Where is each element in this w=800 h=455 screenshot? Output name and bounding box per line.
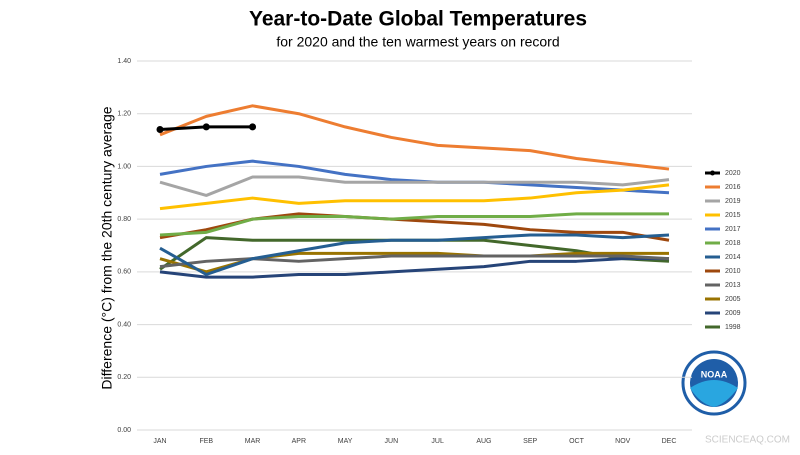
x-tick-label: DEC [662,438,677,445]
series-line [159,254,670,269]
x-tick-label: JAN [153,438,166,445]
y-axis-label: Difference (°C) from the 20th century av… [99,106,115,389]
legend-label: 2010 [725,268,741,275]
legend-label: 2016 [725,184,741,191]
x-tick-label: APR [292,438,306,445]
legend-label: 2020 [725,170,741,177]
x-tick-label: MAR [245,438,261,445]
series-line [159,175,670,197]
y-tick-label: 0.00 [117,427,131,434]
x-tick-label: SEP [523,438,537,445]
noaa-logo: NOAA [681,350,747,416]
logo-wave [690,380,738,407]
x-tick-label: FEB [199,438,213,445]
chart-title: Year-to-Date Global Temperatures [249,8,587,31]
legend-label: 2009 [725,310,741,317]
y-tick-label: 0.80 [117,216,131,223]
series-line [159,257,669,279]
legend-label: 2018 [725,240,741,247]
legend-label: 2014 [725,254,741,261]
series-marker [202,123,210,131]
y-tick-label: 1.20 [117,111,131,118]
x-tick-label: OCT [569,438,585,445]
x-tick-label: AUG [476,438,491,445]
legend-marker [710,170,715,176]
series-marker [156,126,164,134]
legend-label: 1998 [725,324,741,331]
logo-text: NOAA [701,369,728,379]
y-tick-label: 1.00 [117,163,131,170]
chart-subtitle: for 2020 and the ten warmest years on re… [276,34,559,50]
x-tick-label: NOV [615,438,631,445]
x-tick-label: JUL [431,438,444,445]
series-marker [249,123,257,131]
series-line [159,104,670,171]
x-tick-label: JUN [385,438,399,445]
y-tick-label: 0.20 [117,374,131,381]
legend-label: 2015 [725,212,741,219]
legend-label: 2019 [725,198,741,205]
watermark: SCIENCEAQ.COM [705,435,790,446]
y-tick-label: 1.40 [117,58,131,65]
legend-label: 2017 [725,226,741,233]
legend-label: 2013 [725,282,741,289]
series-line [159,183,670,211]
y-tick-label: 0.40 [117,321,131,328]
y-tick-label: 0.60 [117,269,131,276]
x-tick-label: MAY [338,438,353,445]
series-line [159,233,670,276]
series-line [159,159,670,195]
legend-label: 2005 [725,296,741,303]
series-line [159,212,669,237]
